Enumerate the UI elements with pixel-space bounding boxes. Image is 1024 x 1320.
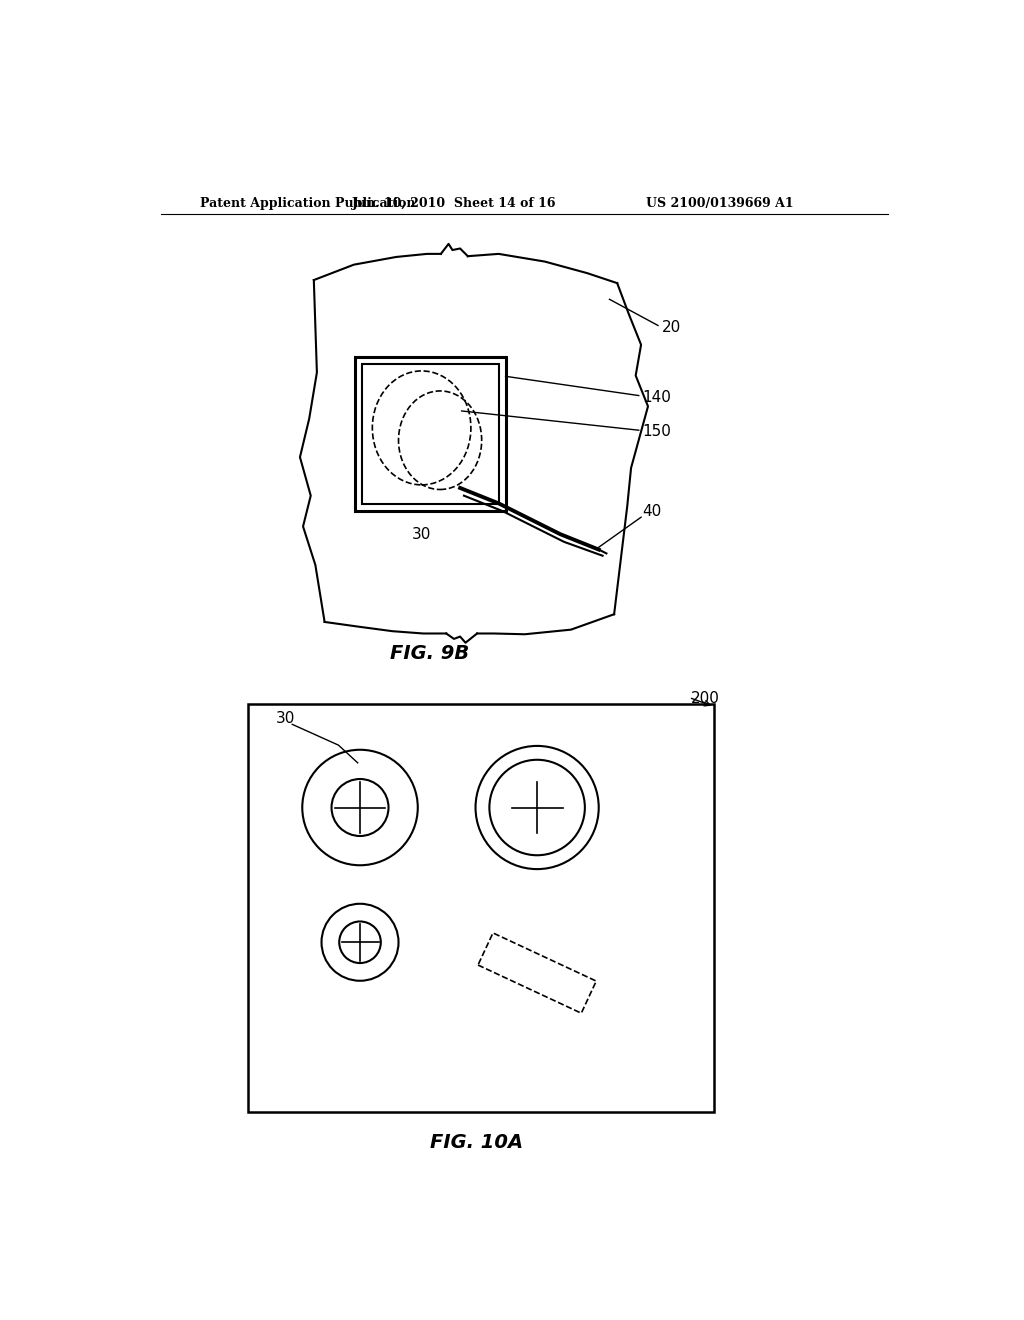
- Text: 140: 140: [643, 389, 672, 405]
- Text: 30: 30: [275, 711, 295, 726]
- Bar: [478, 933, 596, 1014]
- Bar: [355, 358, 506, 511]
- Text: 150: 150: [643, 424, 672, 440]
- Bar: [362, 364, 500, 504]
- Text: 20: 20: [662, 321, 681, 335]
- Text: FIG. 10A: FIG. 10A: [430, 1133, 523, 1152]
- Text: Patent Application Publication: Patent Application Publication: [200, 197, 416, 210]
- Text: 30: 30: [412, 527, 431, 541]
- Text: 200: 200: [691, 692, 720, 706]
- Text: US 2100/0139669 A1: US 2100/0139669 A1: [646, 197, 794, 210]
- Text: FIG. 9B: FIG. 9B: [390, 644, 469, 663]
- Text: Jun. 10, 2010  Sheet 14 of 16: Jun. 10, 2010 Sheet 14 of 16: [351, 197, 556, 210]
- Bar: [248, 704, 714, 1111]
- Text: 40: 40: [643, 503, 662, 519]
